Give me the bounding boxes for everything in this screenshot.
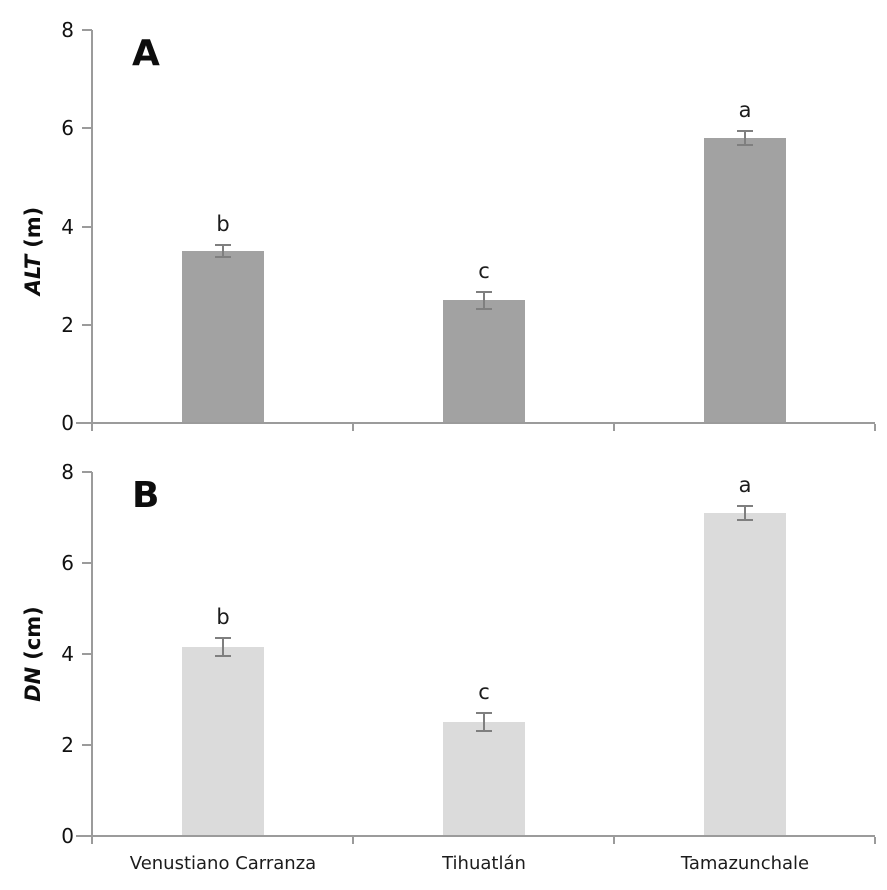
x-axis-line bbox=[76, 422, 875, 424]
error-bar-cap-bottom bbox=[737, 144, 753, 146]
error-bar-cap-top bbox=[737, 130, 753, 132]
y-tick-label: 8 bbox=[61, 18, 74, 42]
x-tick bbox=[874, 424, 876, 431]
error-bar-line bbox=[222, 245, 224, 258]
error-bar-cap-top bbox=[215, 244, 231, 246]
y-tick-label: 2 bbox=[61, 313, 74, 337]
error-bar-cap-bottom bbox=[737, 519, 753, 521]
y-axis-line bbox=[91, 30, 93, 424]
sig-letter: b bbox=[216, 212, 230, 236]
panel-letter: B bbox=[132, 475, 160, 516]
bar-tihuatlan bbox=[443, 300, 525, 423]
x-tick bbox=[874, 837, 876, 844]
y-axis-title-variable: DN bbox=[21, 666, 45, 702]
x-axis-line bbox=[76, 835, 875, 837]
y-tick-label: 0 bbox=[61, 824, 74, 848]
y-tick-label: 2 bbox=[61, 733, 74, 757]
sig-letter: a bbox=[738, 473, 752, 497]
y-axis-title-unit: (cm) bbox=[21, 606, 45, 660]
sig-letter: a bbox=[738, 98, 752, 122]
error-bar-cap-bottom bbox=[215, 256, 231, 258]
y-tick bbox=[82, 226, 92, 228]
bar-venustiano-carranza bbox=[182, 647, 264, 836]
x-tick bbox=[352, 837, 354, 844]
error-bar-cap-bottom bbox=[476, 730, 492, 732]
x-tick bbox=[352, 424, 354, 431]
y-tick bbox=[82, 562, 92, 564]
error-bar-cap-top bbox=[476, 291, 492, 293]
panel-letter: A bbox=[132, 33, 160, 74]
y-tick bbox=[82, 744, 92, 746]
x-category-label: Tamazunchale bbox=[680, 853, 810, 874]
y-axis-title-unit: (m) bbox=[21, 206, 45, 248]
x-category-label: Venustiano Carranza bbox=[129, 853, 317, 874]
y-axis-title-variable: ALT bbox=[21, 254, 45, 296]
error-bar-cap-top bbox=[737, 505, 753, 507]
y-tick-label: 6 bbox=[61, 551, 74, 575]
y-tick bbox=[82, 653, 92, 655]
bar-venustiano-carranza bbox=[182, 251, 264, 423]
y-axis-line bbox=[91, 472, 93, 837]
bar-tihuatlan bbox=[443, 722, 525, 836]
error-bar-line bbox=[744, 506, 746, 521]
y-tick bbox=[82, 471, 92, 473]
sig-letter: c bbox=[478, 259, 490, 283]
y-tick-label: 6 bbox=[61, 116, 74, 140]
error-bar-line bbox=[483, 713, 485, 731]
y-axis-title: DN (cm) bbox=[21, 606, 45, 702]
y-tick-label: 0 bbox=[61, 411, 74, 435]
y-tick bbox=[82, 29, 92, 31]
error-bar-cap-bottom bbox=[215, 655, 231, 657]
bar-tamazunchale bbox=[704, 138, 786, 423]
bar-tamazunchale bbox=[704, 513, 786, 836]
error-bar-cap-top bbox=[476, 712, 492, 714]
error-bar-cap-top bbox=[215, 637, 231, 639]
x-tick bbox=[91, 424, 93, 431]
error-bar-line bbox=[744, 131, 746, 145]
sig-letter: c bbox=[478, 680, 490, 704]
y-axis-title: ALT (m) bbox=[21, 207, 45, 296]
error-bar-cap-bottom bbox=[476, 308, 492, 310]
x-tick bbox=[613, 837, 615, 844]
error-bar-line bbox=[222, 638, 224, 656]
y-tick-label: 4 bbox=[61, 215, 74, 239]
error-bar-line bbox=[483, 292, 485, 309]
y-tick bbox=[82, 127, 92, 129]
x-tick bbox=[91, 837, 93, 844]
x-category-label: Tihuatlán bbox=[442, 853, 526, 874]
sig-letter: b bbox=[216, 605, 230, 629]
y-tick-label: 4 bbox=[61, 642, 74, 666]
x-tick bbox=[613, 424, 615, 431]
y-tick-label: 8 bbox=[61, 460, 74, 484]
y-tick bbox=[82, 324, 92, 326]
